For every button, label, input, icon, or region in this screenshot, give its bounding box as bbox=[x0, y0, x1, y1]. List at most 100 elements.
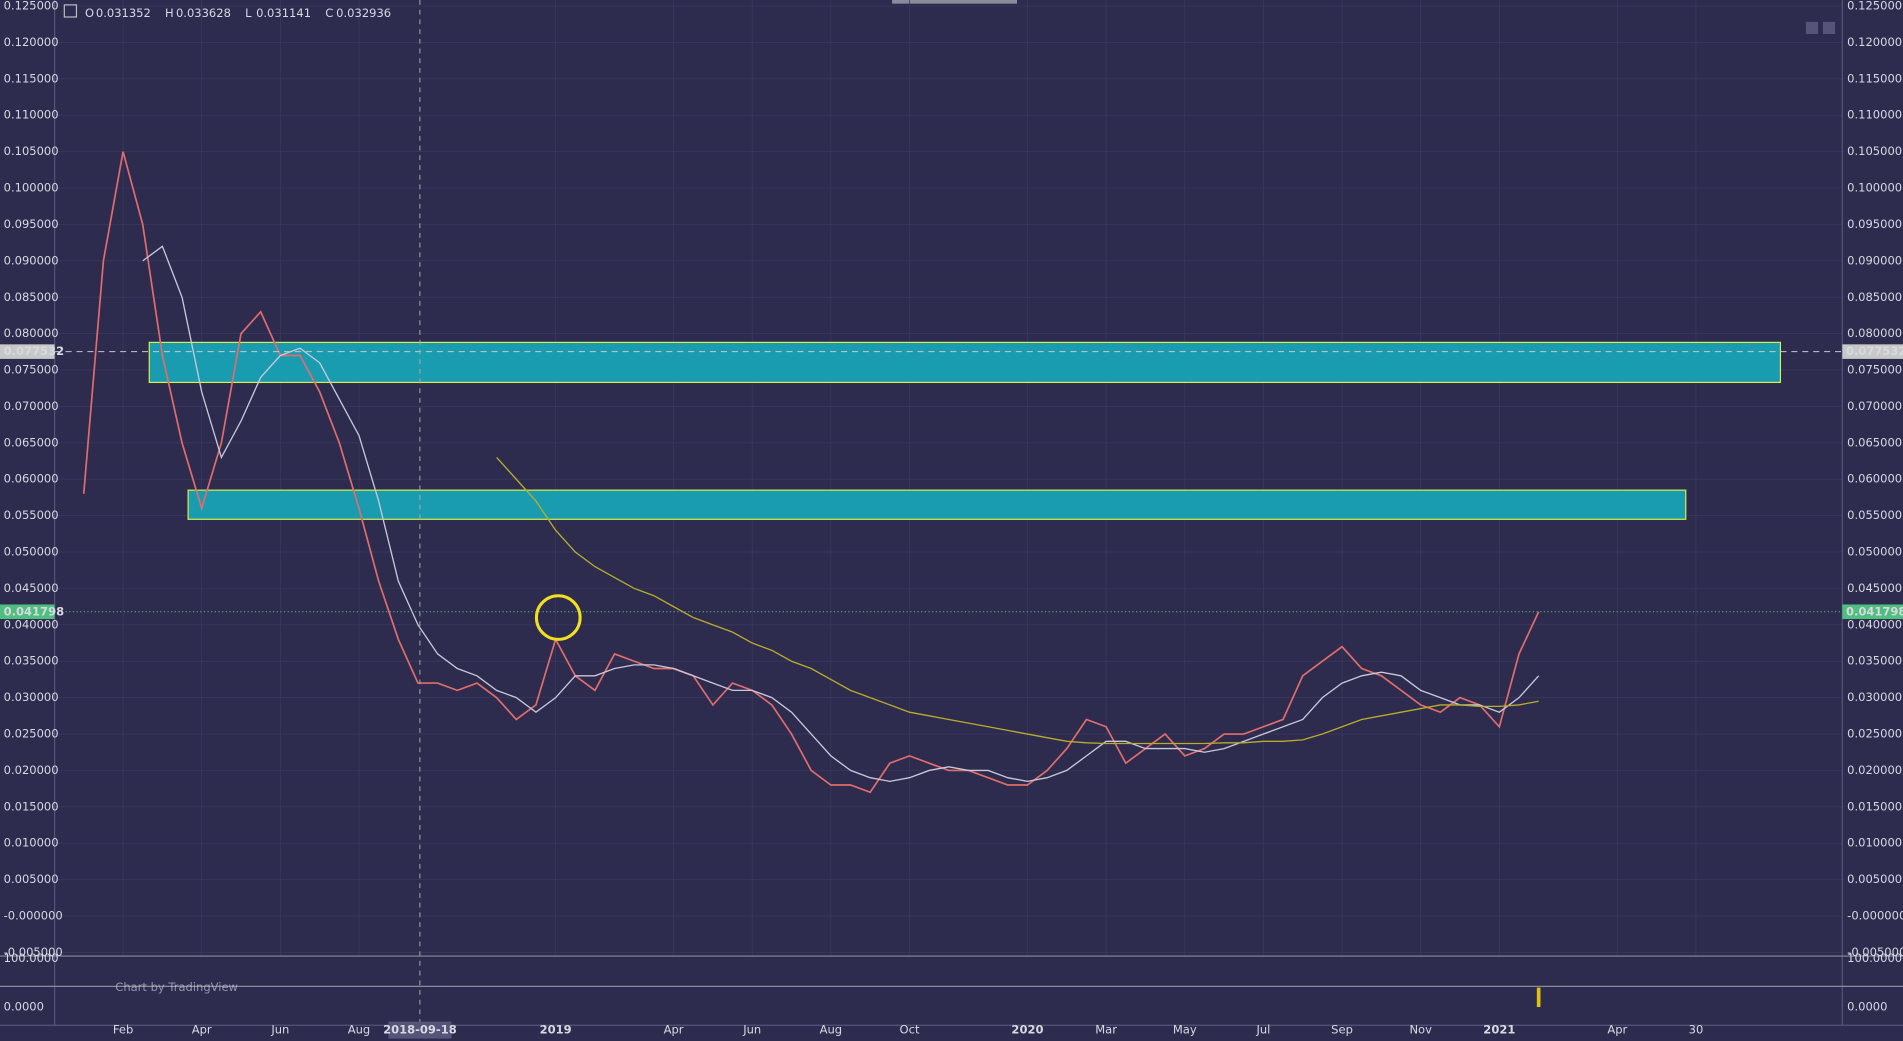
ohlc-value: 0.031352 bbox=[96, 6, 151, 20]
y-tick-label: 0.080000 bbox=[4, 326, 59, 340]
y-tick-label: 0.060000 bbox=[4, 472, 59, 486]
y-tick-label: 0.100000 bbox=[1847, 181, 1902, 195]
y-tick-label: 0.120000 bbox=[4, 35, 59, 49]
pane-bar bbox=[1536, 987, 1541, 1008]
zone bbox=[187, 489, 1687, 520]
y-tick-label: 0.095000 bbox=[4, 217, 59, 231]
crosshair-label: 2018-09-18 bbox=[383, 1023, 457, 1037]
y-tick-label: 0.040000 bbox=[1847, 617, 1902, 631]
x-tick-label: 2020 bbox=[1011, 1023, 1043, 1037]
x-tick-label: Feb bbox=[113, 1023, 133, 1037]
x-tick-label: Apr bbox=[1607, 1023, 1627, 1037]
y-tick-label: -0.000000 bbox=[4, 909, 63, 923]
y-tick-label: 0.010000 bbox=[1847, 836, 1902, 850]
y-tick-label: 0.125000 bbox=[4, 0, 59, 13]
y-tick-label: 0.020000 bbox=[1847, 763, 1902, 777]
y-tick-label: 0.025000 bbox=[4, 727, 59, 741]
price-tag bbox=[1842, 344, 1903, 359]
y-tick-label: 0.110000 bbox=[1847, 108, 1902, 122]
y-tick-label: 0.025000 bbox=[1847, 727, 1902, 741]
y-tick-label: 0.115000 bbox=[4, 71, 59, 85]
y-tick-label: 0.040000 bbox=[4, 617, 59, 631]
x-tick-label: Jul bbox=[1255, 1023, 1270, 1037]
series-line bbox=[82, 151, 1540, 794]
y-tick-label: 0.075000 bbox=[1847, 363, 1902, 377]
ohlc-label: C bbox=[325, 6, 333, 20]
x-tick-label: Sep bbox=[1331, 1023, 1353, 1037]
y-tick-label: 0.090000 bbox=[4, 253, 59, 267]
y-tick-label: 0.060000 bbox=[1847, 472, 1902, 486]
pane-button[interactable] bbox=[1822, 21, 1836, 34]
ohlc-label: L bbox=[245, 6, 252, 20]
y-tick-label: 0.070000 bbox=[4, 399, 59, 413]
price-tag-label: 0.041798 bbox=[1846, 604, 1903, 618]
y-tick-label: 0.085000 bbox=[1847, 290, 1902, 304]
price-tag bbox=[1842, 604, 1903, 620]
x-tick-label: 30 bbox=[1689, 1023, 1704, 1037]
y-tick-label: 0.005000 bbox=[1847, 872, 1902, 886]
y-tick-label: 0.035000 bbox=[1847, 654, 1902, 668]
ohlc-value: 0.032936 bbox=[336, 6, 391, 20]
pane-button[interactable] bbox=[1805, 21, 1819, 34]
series-line bbox=[496, 456, 1539, 745]
y-tick-label: 0.080000 bbox=[1847, 326, 1902, 340]
x-tick-label: Apr bbox=[192, 1023, 212, 1037]
y-tick-label: 0.120000 bbox=[1847, 35, 1902, 49]
price-tag bbox=[0, 344, 55, 359]
y-tick-label: 0.110000 bbox=[4, 108, 59, 122]
pane-tick-label: 0.0000 bbox=[1847, 1000, 1887, 1014]
x-tick-label: Oct bbox=[900, 1023, 920, 1037]
pane-tick-label: 0.0000 bbox=[4, 1000, 44, 1014]
series-line bbox=[142, 245, 1540, 783]
y-tick-label: 0.045000 bbox=[4, 581, 59, 595]
y-tick-label: 0.020000 bbox=[4, 763, 59, 777]
y-tick-label: -0.005000 bbox=[4, 945, 63, 959]
y-tick-label: 0.030000 bbox=[4, 690, 59, 704]
y-tick-label: 0.090000 bbox=[1847, 253, 1902, 267]
pane-tick-label: 100.0000 bbox=[4, 951, 59, 965]
y-tick-label: 0.115000 bbox=[1847, 71, 1902, 85]
y-tick-label: 0.105000 bbox=[1847, 144, 1902, 158]
y-tick-label: 0.050000 bbox=[1847, 545, 1902, 559]
plot bbox=[54, 151, 1843, 1008]
y-tick-label: 0.015000 bbox=[1847, 799, 1902, 813]
ohlc-value: 0.031141 bbox=[256, 6, 311, 20]
y-tick-label: 0.065000 bbox=[4, 435, 59, 449]
x-tick-label: Aug bbox=[348, 1023, 371, 1037]
crosshair-label-box bbox=[388, 1021, 452, 1039]
y-tick-label: 0.055000 bbox=[4, 508, 59, 522]
x-tick-label: Apr bbox=[664, 1023, 684, 1037]
y-tick-label: 0.055000 bbox=[1847, 508, 1902, 522]
watermark: Chart by TradingView bbox=[115, 980, 238, 994]
x-tick-label: Nov bbox=[1409, 1023, 1432, 1037]
y-tick-label: -0.005000 bbox=[1847, 945, 1903, 959]
y-tick-label: 0.100000 bbox=[4, 181, 59, 195]
y-tick-label: 0.105000 bbox=[4, 144, 59, 158]
y-tick-label: 0.045000 bbox=[1847, 581, 1902, 595]
zones bbox=[148, 341, 1782, 520]
x-tick-label: Jun bbox=[270, 1023, 289, 1037]
y-tick-label: 0.015000 bbox=[4, 799, 59, 813]
price-tag-label: 0.077532 bbox=[4, 344, 64, 358]
ohlc-value: 0.033628 bbox=[176, 6, 231, 20]
ohlc-label: H bbox=[165, 6, 174, 20]
y-tick-label: 0.010000 bbox=[4, 836, 59, 850]
x-tick-label: May bbox=[1173, 1023, 1197, 1037]
y-tick-label: 0.065000 bbox=[1847, 435, 1902, 449]
y-tick-label: 0.030000 bbox=[1847, 690, 1902, 704]
top-handle[interactable] bbox=[892, 0, 1018, 4]
ohlc-label: O bbox=[85, 6, 94, 20]
y-tick-label: -0.000000 bbox=[1847, 909, 1903, 923]
legend-toggle[interactable] bbox=[63, 4, 78, 18]
y-tick-label: 0.050000 bbox=[4, 545, 59, 559]
highlight-circle bbox=[534, 594, 582, 641]
pane-tick-label: 100.0000 bbox=[1847, 951, 1902, 965]
price-tag-label: 0.041798 bbox=[4, 604, 64, 618]
y-tick-label: 0.125000 bbox=[1847, 0, 1902, 13]
y-tick-label: 0.075000 bbox=[4, 363, 59, 377]
price-tag bbox=[0, 604, 55, 620]
